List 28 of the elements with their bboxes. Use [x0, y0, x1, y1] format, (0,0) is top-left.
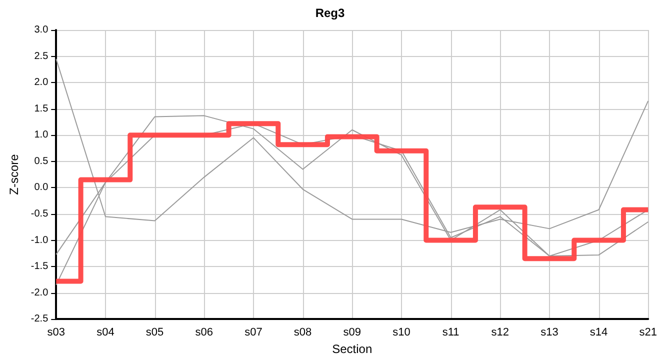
x-tick-label: s04 — [96, 326, 114, 339]
x-tick-label: s10 — [392, 326, 410, 339]
x-tick-label: s21 — [639, 326, 658, 339]
y-tick-label: -1.5 — [30, 261, 49, 272]
x-tick-label: s09 — [343, 326, 362, 339]
x-tick-label: s05 — [146, 326, 164, 339]
x-tick-label: s03 — [47, 326, 66, 339]
y-tick-label: 2.5 — [34, 50, 49, 62]
y-tick-label: -2.5 — [30, 314, 49, 325]
x-tick-label: s08 — [294, 326, 312, 339]
y-axis-title: Z-score — [7, 154, 21, 195]
y-tick-label: 1.0 — [34, 130, 49, 141]
y-tick-label: 0.5 — [34, 156, 49, 167]
y-tick-label: 2.0 — [34, 77, 49, 88]
y-tick-label: 3.0 — [34, 24, 49, 36]
x-tick-label: s12 — [491, 326, 510, 339]
y-tick-label: 1.5 — [34, 103, 49, 114]
y-tick-label: -1.0 — [30, 234, 49, 246]
y-tick-label: 0.0 — [34, 182, 49, 194]
y-tick-label: -2.0 — [30, 287, 49, 298]
x-tick-label: s14 — [590, 326, 608, 339]
x-tick-label: s13 — [540, 326, 558, 339]
x-tick-label: s06 — [195, 326, 214, 339]
x-axis-title: Section — [332, 342, 372, 356]
x-tick-label: s07 — [244, 326, 262, 339]
x-tick-label: s11 — [442, 326, 460, 339]
chart-title: Reg3 — [315, 6, 345, 20]
y-tick-label: -0.5 — [30, 208, 49, 220]
